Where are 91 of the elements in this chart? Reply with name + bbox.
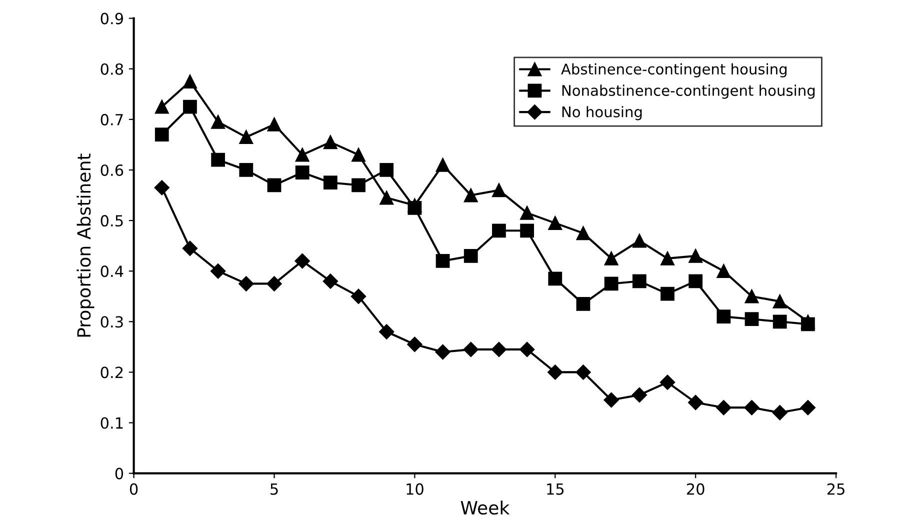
- point: [407, 336, 422, 352]
- point: [238, 276, 254, 292]
- y-tick-label: 0: [115, 468, 124, 480]
- point: [463, 342, 478, 358]
- point: [688, 274, 703, 288]
- point: [408, 198, 422, 212]
- point: [688, 394, 704, 410]
- point: [436, 158, 450, 172]
- y-tick-label: 0.3: [100, 316, 123, 328]
- point: [604, 276, 618, 291]
- point: [520, 224, 534, 238]
- y-axis-title: Proportion Abstinent: [76, 154, 94, 337]
- point: [744, 400, 760, 416]
- point: [772, 405, 788, 420]
- point: [183, 74, 197, 88]
- x-axis-title: Week: [460, 500, 510, 515]
- point: [435, 344, 450, 360]
- point: [632, 234, 646, 248]
- point: [154, 128, 169, 142]
- point: [492, 183, 506, 198]
- point: [211, 115, 226, 129]
- point: [266, 276, 282, 292]
- point: [604, 392, 619, 408]
- y-tick-label: 0.4: [100, 266, 124, 278]
- point: [744, 312, 759, 326]
- y-tick-label: 0.5: [100, 214, 123, 227]
- legend-label: No housing: [562, 106, 642, 120]
- point: [464, 188, 478, 202]
- y-tick-label: 0.7: [100, 114, 123, 126]
- x-tick-label: 0: [130, 483, 138, 495]
- point: [576, 226, 590, 240]
- point: [520, 206, 534, 220]
- point: [154, 100, 169, 114]
- point: [660, 252, 674, 266]
- point: [604, 252, 618, 266]
- point: [211, 152, 226, 167]
- point: [322, 274, 338, 289]
- point: [182, 240, 198, 256]
- point: [492, 224, 506, 238]
- point: [716, 400, 732, 416]
- point: [800, 400, 816, 416]
- point: [210, 264, 226, 279]
- point: [239, 130, 254, 144]
- point: [295, 148, 310, 162]
- x-tick-label: 10: [406, 483, 424, 495]
- point: [379, 324, 394, 340]
- point: [154, 180, 170, 196]
- x-tick-label: 25: [827, 483, 844, 495]
- point: [688, 248, 703, 263]
- point: [576, 297, 590, 311]
- point: [772, 294, 787, 308]
- legend-label: Abstinence-contingent housing: [561, 63, 787, 78]
- x-tick-label: 5: [270, 484, 278, 495]
- point: [183, 100, 197, 114]
- legend-label: Nonabstinence-contingent housing: [562, 84, 815, 99]
- y-tick-label: 0.1: [100, 417, 123, 429]
- point: [519, 342, 535, 358]
- point: [295, 166, 310, 180]
- point: [716, 264, 731, 278]
- point: [576, 364, 591, 380]
- y-tick-label: 0.9: [100, 12, 124, 24]
- point: [239, 163, 254, 177]
- point: [294, 253, 310, 269]
- x-tick-label: 15: [547, 484, 564, 495]
- point: [801, 314, 815, 329]
- point: [267, 118, 282, 132]
- point: [352, 148, 366, 162]
- point: [548, 216, 562, 230]
- point: [744, 289, 759, 304]
- point: [380, 190, 394, 205]
- x-tick-label: 20: [686, 483, 704, 495]
- point: [436, 254, 450, 268]
- point: [491, 342, 507, 358]
- point: [772, 314, 787, 329]
- point: [660, 374, 676, 390]
- y-tick-label: 0.6: [100, 164, 124, 176]
- point: [267, 178, 282, 192]
- point: [660, 286, 674, 301]
- point: [548, 272, 562, 286]
- point: [632, 387, 647, 403]
- point: [350, 288, 366, 304]
- y-tick-label: 0.8: [100, 63, 124, 75]
- y-tick-label: 0.2: [100, 366, 123, 378]
- point: [464, 248, 478, 263]
- point: [548, 364, 563, 380]
- point: [323, 176, 338, 190]
- point: [323, 135, 338, 150]
- point: [380, 163, 394, 177]
- point: [632, 274, 646, 288]
- point: [352, 178, 366, 192]
- point: [716, 310, 731, 324]
